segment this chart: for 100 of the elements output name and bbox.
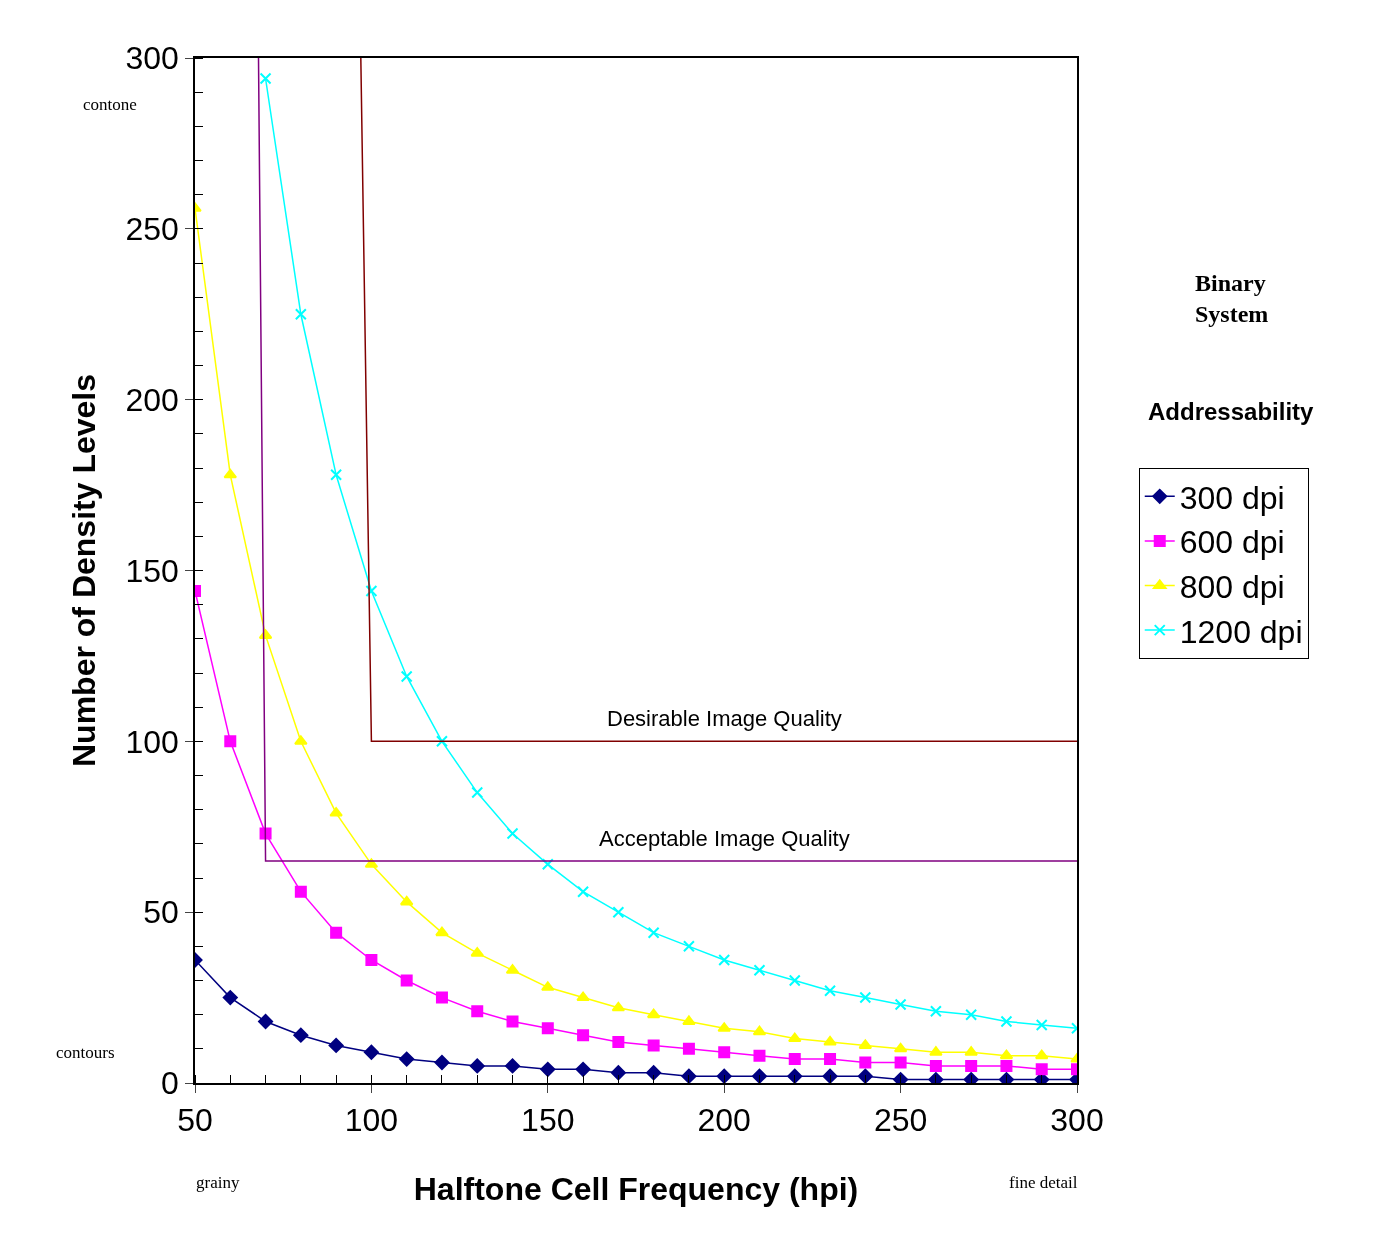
x-tick-label: 200 xyxy=(697,1102,751,1139)
point xyxy=(646,1008,661,1019)
point xyxy=(751,1068,767,1083)
point xyxy=(859,991,872,1004)
point xyxy=(612,1036,625,1048)
point xyxy=(752,1025,767,1036)
point xyxy=(1000,1059,1013,1072)
y-tick-label: 100 xyxy=(125,723,179,760)
point xyxy=(1035,1018,1048,1031)
point xyxy=(541,981,555,991)
point xyxy=(435,926,449,937)
point xyxy=(541,1022,554,1035)
point xyxy=(682,940,695,953)
point xyxy=(718,1046,731,1059)
legend-title: Addressability xyxy=(1148,398,1315,425)
point xyxy=(965,1008,978,1021)
point xyxy=(681,1068,697,1083)
annotation: Desirable Image Quality xyxy=(607,706,842,731)
y-axis-title: Number of Density Levels xyxy=(66,374,103,767)
point xyxy=(929,1005,942,1018)
point xyxy=(469,1058,485,1074)
point xyxy=(434,1055,450,1070)
point xyxy=(1000,1015,1013,1028)
point xyxy=(859,1056,872,1069)
point xyxy=(964,1046,978,1056)
point xyxy=(787,1068,803,1083)
y-tick-label: 50 xyxy=(143,894,179,931)
point xyxy=(716,1068,732,1083)
point xyxy=(893,1042,908,1053)
point xyxy=(540,1061,556,1077)
x-tick-label: 300 xyxy=(1050,1102,1104,1139)
y-tick-label: 0 xyxy=(161,1065,179,1102)
y-tick-label: 250 xyxy=(125,211,179,248)
point xyxy=(471,1005,484,1018)
point xyxy=(506,827,519,840)
point xyxy=(718,954,731,966)
text: contours xyxy=(56,1043,115,1062)
point xyxy=(399,1051,415,1067)
point xyxy=(222,990,238,1006)
point xyxy=(399,895,414,906)
point xyxy=(435,735,448,748)
legend-label: 600 dpi xyxy=(1179,524,1285,561)
y-tick-label: 300 xyxy=(125,40,179,77)
point xyxy=(293,1027,309,1043)
text: contone xyxy=(83,95,137,114)
point xyxy=(576,991,590,1002)
point xyxy=(329,807,343,817)
point xyxy=(717,1022,731,1032)
text: fine detail xyxy=(1009,1173,1078,1192)
point xyxy=(612,906,625,919)
point xyxy=(577,1029,590,1042)
point xyxy=(610,1065,626,1081)
point xyxy=(1034,1049,1049,1060)
point xyxy=(787,1032,802,1043)
point xyxy=(258,1014,274,1029)
point xyxy=(330,468,343,481)
point xyxy=(365,585,378,597)
point xyxy=(929,1059,942,1072)
point xyxy=(646,1065,662,1081)
point xyxy=(929,1046,943,1056)
point xyxy=(330,926,343,939)
point xyxy=(965,1059,978,1072)
point xyxy=(294,885,307,898)
x-tick-label: 150 xyxy=(521,1102,575,1139)
point xyxy=(223,468,238,479)
point xyxy=(365,954,378,966)
point xyxy=(788,974,801,987)
point xyxy=(294,735,308,745)
point xyxy=(363,1044,379,1060)
point xyxy=(471,786,484,799)
point xyxy=(400,974,413,987)
x-tick-label: 50 xyxy=(177,1102,213,1139)
point xyxy=(788,1053,801,1066)
x-axis-title: Halftone Cell Frequency (hpi) xyxy=(413,1170,859,1207)
point xyxy=(259,72,272,85)
y-tick-label: 150 xyxy=(125,552,179,589)
point xyxy=(611,1001,626,1012)
point xyxy=(894,1056,907,1069)
text: Binary System xyxy=(1195,270,1269,328)
point xyxy=(824,984,837,997)
point xyxy=(647,1039,660,1052)
annotation: Acceptable Image Quality xyxy=(599,826,850,851)
point xyxy=(435,991,448,1004)
point xyxy=(224,735,237,748)
point xyxy=(400,670,413,683)
point xyxy=(999,1049,1014,1060)
x-tick-label: 250 xyxy=(873,1102,928,1139)
point xyxy=(505,1058,521,1074)
point xyxy=(506,1015,519,1028)
point xyxy=(575,1061,591,1077)
point xyxy=(682,1015,696,1025)
legend-label: 300 dpi xyxy=(1179,479,1285,516)
y-tick-label: 200 xyxy=(125,381,179,418)
point xyxy=(753,964,766,977)
text: grainy xyxy=(196,1173,240,1192)
point xyxy=(822,1068,838,1083)
point xyxy=(259,827,272,840)
point xyxy=(577,885,590,898)
point xyxy=(647,926,660,939)
point xyxy=(541,858,554,871)
